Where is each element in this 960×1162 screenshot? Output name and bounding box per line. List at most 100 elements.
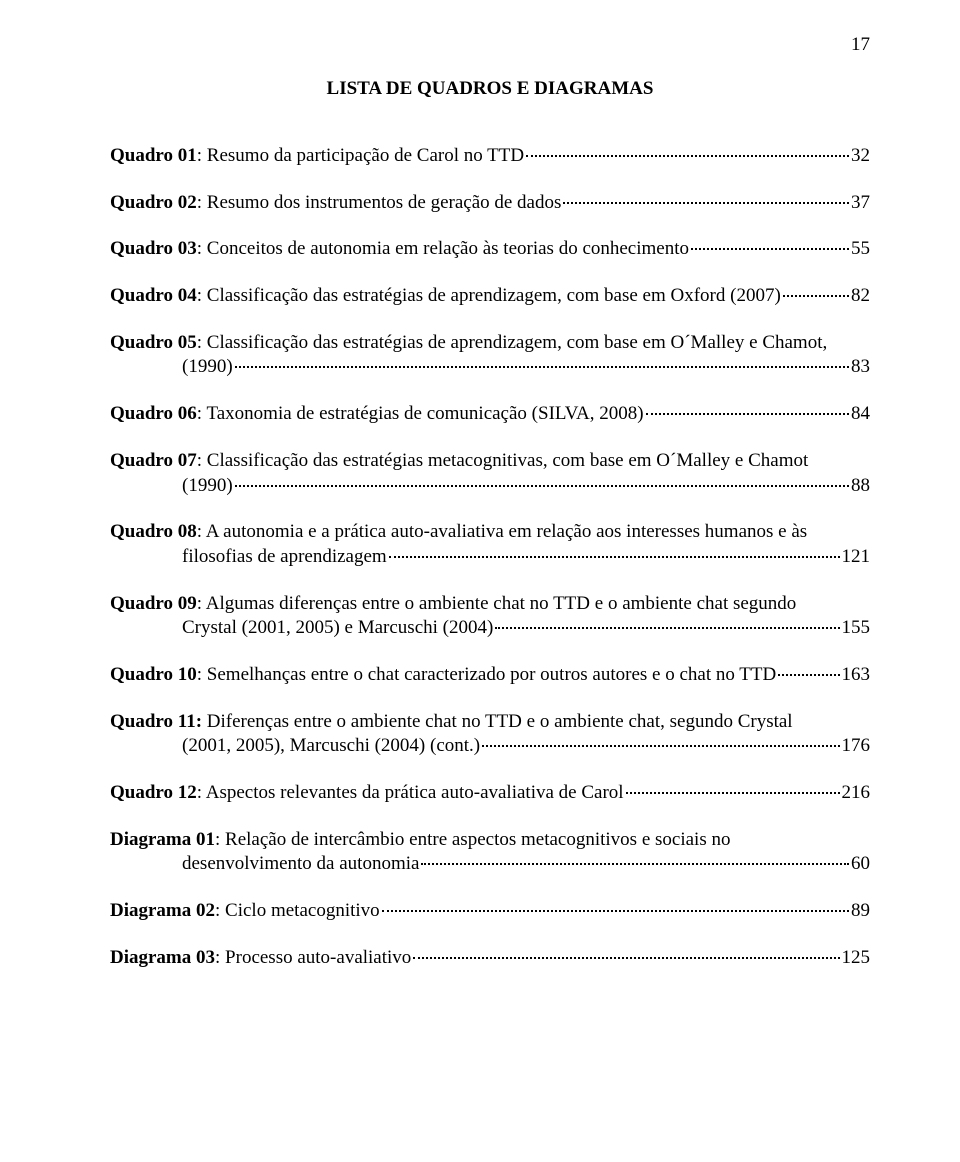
toc-entry: Quadro 05: Classificação das estratégias… — [110, 331, 870, 380]
toc-entry-lead: Quadro 06: Taxonomia de estratégias de c… — [110, 402, 644, 427]
toc-entry-label: Diagrama 03 — [110, 947, 215, 968]
toc-entry-line2: desenvolvimento da autonomia 60 — [110, 852, 870, 877]
toc-entry-cont: desenvolvimento da autonomia — [182, 852, 419, 877]
toc-entry-line1: Diagrama 01: Relação de intercâmbio entr… — [110, 828, 870, 853]
toc-entry-line2: (2001, 2005), Marcuschi (2004) (cont.)17… — [110, 734, 870, 759]
toc-entry: Quadro 01: Resumo da participação de Car… — [110, 144, 870, 169]
toc-leader-dots — [495, 627, 839, 629]
toc-entry-page: 89 — [851, 899, 870, 924]
toc-entry-line1: Quadro 03: Conceitos de autonomia em rel… — [110, 237, 870, 262]
page-number: 17 — [851, 34, 870, 56]
toc-entry-page: 37 — [851, 191, 870, 216]
toc-entry-cont: (1990) — [182, 474, 233, 499]
toc-entry-label: Quadro 04 — [110, 285, 197, 306]
toc-entry-page: 84 — [851, 402, 870, 427]
toc-entry-label: Quadro 01 — [110, 145, 197, 166]
toc-entry-page: 55 — [851, 237, 870, 262]
toc-entry-text: : A autonomia e a prática auto-avaliativ… — [197, 521, 807, 542]
toc-entry-page: 216 — [842, 781, 871, 806]
toc-entry-text: : Taxonomia de estratégias de comunicaçã… — [197, 403, 644, 424]
toc-entry-page: 155 — [842, 616, 871, 641]
toc-entry: Quadro 11: Diferenças entre o ambiente c… — [110, 710, 870, 759]
toc-leader-dots — [691, 248, 849, 250]
list-title: LISTA DE QUADROS E DIAGRAMAS — [110, 78, 870, 100]
toc-entry: Quadro 03: Conceitos de autonomia em rel… — [110, 237, 870, 262]
toc-leader-dots — [389, 556, 840, 558]
toc-leader-dots — [421, 863, 849, 865]
toc-entry-lead: Diagrama 02: Ciclo metacognitivo — [110, 899, 380, 924]
toc-entry-page: 60 — [851, 852, 870, 877]
toc-entry-line2: filosofias de aprendizagem 121 — [110, 545, 870, 570]
page: 17 LISTA DE QUADROS E DIAGRAMAS Quadro 0… — [0, 0, 960, 1162]
toc-entry-lead: Quadro 12: Aspectos relevantes da prátic… — [110, 781, 624, 806]
toc-entry-line1: Quadro 09: Algumas diferenças entre o am… — [110, 592, 870, 617]
toc-entry: Quadro 07: Classificação das estratégias… — [110, 449, 870, 498]
toc-entry-line2: (1990) 88 — [110, 474, 870, 499]
toc-entry-label: Quadro 11: — [110, 711, 202, 732]
toc-entry-text: : Classificação das estratégias de apren… — [197, 285, 781, 306]
toc-entry-cont: filosofias de aprendizagem — [182, 545, 387, 570]
toc-entry: Quadro 09: Algumas diferenças entre o am… — [110, 592, 870, 641]
toc-leader-dots — [626, 792, 840, 794]
toc-entry-line1: Quadro 02: Resumo dos instrumentos de ge… — [110, 191, 870, 216]
toc-entry-lead: Quadro 10: Semelhanças entre o chat cara… — [110, 663, 776, 688]
toc-entry-line1: Quadro 06: Taxonomia de estratégias de c… — [110, 402, 870, 427]
toc-leader-dots — [778, 674, 839, 676]
toc-entry-label: Quadro 12 — [110, 782, 197, 803]
toc-entry-page: 88 — [851, 474, 870, 499]
toc-entry-cont: (1990) — [182, 355, 233, 380]
toc-entry-label: Quadro 09 — [110, 593, 197, 614]
toc-entry-label: Quadro 02 — [110, 192, 197, 213]
toc-entry-label: Diagrama 02 — [110, 900, 215, 921]
toc-entry-lead: Quadro 02: Resumo dos instrumentos de ge… — [110, 191, 561, 216]
toc-leader-dots — [382, 910, 849, 912]
toc-entry-page: 83 — [851, 355, 870, 380]
toc-entry-line1: Quadro 11: Diferenças entre o ambiente c… — [110, 710, 870, 735]
toc-entry-page: 121 — [842, 545, 871, 570]
toc-entry-label: Diagrama 01 — [110, 829, 215, 850]
toc-entry-label: Quadro 08 — [110, 521, 197, 542]
toc-entry-text: : Ciclo metacognitivo — [215, 900, 380, 921]
toc-entry: Quadro 02: Resumo dos instrumentos de ge… — [110, 191, 870, 216]
toc-leader-dots — [526, 155, 849, 157]
toc-leader-dots — [413, 957, 839, 959]
toc-entry-cont: (2001, 2005), Marcuschi (2004) (cont.) — [182, 734, 480, 759]
toc-entry: Quadro 08: A autonomia e a prática auto-… — [110, 520, 870, 569]
toc-entry-label: Quadro 07 — [110, 450, 197, 471]
toc-entry-label: Quadro 06 — [110, 403, 197, 424]
toc-entry-line1: Quadro 10: Semelhanças entre o chat cara… — [110, 663, 870, 688]
toc-entry-page: 32 — [851, 144, 870, 169]
toc-entry-text: : Semelhanças entre o chat caracterizado… — [197, 664, 776, 685]
toc-entry-lead: Diagrama 03: Processo auto-avaliativo — [110, 946, 411, 971]
toc-entry: Quadro 12: Aspectos relevantes da prátic… — [110, 781, 870, 806]
toc-entry-line1: Quadro 07: Classificação das estratégias… — [110, 449, 870, 474]
toc-entry-label: Quadro 05 — [110, 332, 197, 353]
toc-entry-line2: Crystal (2001, 2005) e Marcuschi (2004)1… — [110, 616, 870, 641]
toc-entry-label: Quadro 03 — [110, 238, 197, 259]
toc-entry-text: : Classificação das estratégias metacogn… — [197, 450, 809, 471]
toc-entry-text: : Resumo da participação de Carol no TTD — [197, 145, 524, 166]
toc-entry: Diagrama 02: Ciclo metacognitivo 89 — [110, 899, 870, 924]
toc-entry: Quadro 06: Taxonomia de estratégias de c… — [110, 402, 870, 427]
toc-leader-dots — [235, 366, 849, 368]
toc-entry-line1: Diagrama 02: Ciclo metacognitivo 89 — [110, 899, 870, 924]
toc-leader-dots — [563, 202, 849, 204]
toc-entry-line2: (1990) 83 — [110, 355, 870, 380]
toc-entry-line1: Quadro 04: Classificação das estratégias… — [110, 284, 870, 309]
toc-entry: Quadro 10: Semelhanças entre o chat cara… — [110, 663, 870, 688]
toc-leader-dots — [235, 485, 849, 487]
toc-entry-text: Diferenças entre o ambiente chat no TTD … — [202, 711, 793, 732]
toc-leader-dots — [783, 295, 849, 297]
toc-entry-line1: Quadro 05: Classificação das estratégias… — [110, 331, 870, 356]
toc-entry-line1: Quadro 01: Resumo da participação de Car… — [110, 144, 870, 169]
toc-leader-dots — [646, 413, 849, 415]
toc-entry-page: 125 — [842, 946, 871, 971]
toc-entry-text: : Conceitos de autonomia em relação às t… — [197, 238, 689, 259]
toc-entry: Quadro 04: Classificação das estratégias… — [110, 284, 870, 309]
toc-entry-lead: Quadro 03: Conceitos de autonomia em rel… — [110, 237, 689, 262]
toc-entry-lead: Quadro 01: Resumo da participação de Car… — [110, 144, 524, 169]
toc-entry-text: : Algumas diferenças entre o ambiente ch… — [197, 593, 797, 614]
toc-entry-line1: Quadro 12: Aspectos relevantes da prátic… — [110, 781, 870, 806]
toc-entry: Diagrama 03: Processo auto-avaliativo 125 — [110, 946, 870, 971]
toc-entry-label: Quadro 10 — [110, 664, 197, 685]
